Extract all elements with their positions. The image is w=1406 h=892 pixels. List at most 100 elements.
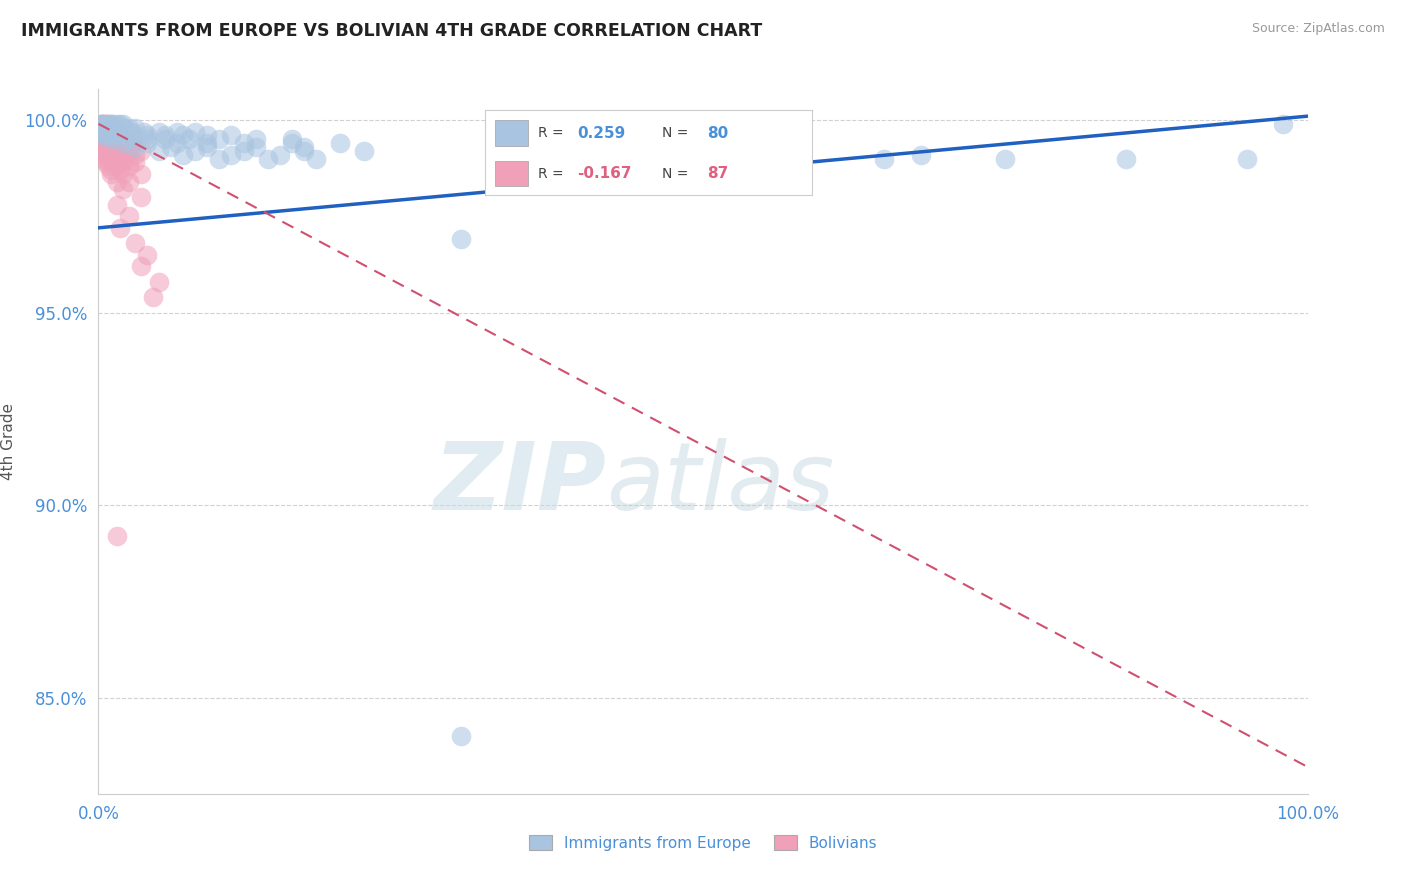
Point <box>100 132 122 146</box>
Text: IMMIGRANTS FROM EUROPE VS BOLIVIAN 4TH GRADE CORRELATION CHART: IMMIGRANTS FROM EUROPE VS BOLIVIAN 4TH G… <box>21 22 762 40</box>
Point <box>111 136 134 150</box>
Point <box>100 120 122 135</box>
Point <box>90 128 112 143</box>
Point <box>108 117 131 131</box>
Point <box>91 128 114 143</box>
Point <box>195 136 218 150</box>
Point <box>91 140 114 154</box>
Point <box>100 117 122 131</box>
Point <box>124 147 146 161</box>
Point <box>93 136 115 150</box>
Legend: Immigrants from Europe, Bolivians: Immigrants from Europe, Bolivians <box>523 829 883 856</box>
Point <box>105 124 128 138</box>
Point <box>118 144 141 158</box>
Point <box>103 120 125 135</box>
Point <box>94 124 117 138</box>
Point <box>90 128 112 143</box>
Point <box>91 144 114 158</box>
Point <box>101 155 124 169</box>
Point <box>94 117 117 131</box>
Point <box>101 144 124 158</box>
Point <box>135 136 157 150</box>
Point <box>129 167 152 181</box>
Point <box>91 120 114 135</box>
Point <box>269 147 291 161</box>
Point <box>114 136 136 150</box>
Point <box>96 144 118 158</box>
Point <box>97 159 120 173</box>
Point <box>108 144 131 158</box>
Point <box>789 147 811 161</box>
Point <box>101 124 124 138</box>
Point <box>103 120 125 135</box>
Point <box>100 117 122 131</box>
Point <box>160 140 183 154</box>
Text: ZIP: ZIP <box>433 438 606 530</box>
Point <box>108 163 131 178</box>
Point <box>104 132 127 146</box>
Point <box>94 128 117 143</box>
Point <box>232 136 254 150</box>
Point <box>994 152 1017 166</box>
Point <box>90 120 112 135</box>
Text: atlas: atlas <box>606 438 835 529</box>
Point <box>90 124 112 138</box>
Point <box>450 232 472 246</box>
Point <box>90 124 112 138</box>
Point <box>120 140 142 154</box>
Point <box>111 147 134 161</box>
Point <box>108 132 131 146</box>
Point <box>101 136 124 150</box>
Point <box>153 128 176 143</box>
Point <box>135 248 157 262</box>
Point <box>105 529 128 543</box>
Point <box>208 152 231 166</box>
Point <box>292 144 315 158</box>
Point <box>121 136 143 150</box>
Point <box>221 147 243 161</box>
Point <box>101 128 124 143</box>
Point <box>221 128 243 143</box>
Point <box>450 729 472 743</box>
Point <box>353 144 375 158</box>
Point <box>124 236 146 251</box>
Point <box>97 117 120 131</box>
Point <box>107 128 129 143</box>
Point <box>124 120 146 135</box>
Point <box>118 152 141 166</box>
Point <box>98 128 121 143</box>
Point <box>195 128 218 143</box>
Point <box>129 144 152 158</box>
Point <box>124 140 146 154</box>
Point <box>100 167 122 181</box>
Point <box>121 128 143 143</box>
Point <box>107 120 129 135</box>
Point <box>1236 152 1258 166</box>
Point <box>100 163 122 178</box>
Point <box>105 198 128 212</box>
Point <box>108 136 131 150</box>
Point <box>90 136 112 150</box>
Point <box>148 275 170 289</box>
Point <box>108 128 131 143</box>
Point <box>1272 117 1295 131</box>
Point <box>292 140 315 154</box>
Point <box>184 124 207 138</box>
Point <box>135 128 157 143</box>
Point <box>97 147 120 161</box>
Point <box>111 120 134 135</box>
Point <box>97 136 120 150</box>
Point <box>184 144 207 158</box>
Point <box>245 132 267 146</box>
Point <box>305 152 328 166</box>
Point <box>166 136 188 150</box>
Point <box>631 152 654 166</box>
Point <box>111 117 134 131</box>
Point <box>94 120 117 135</box>
Point <box>105 117 128 131</box>
Point <box>281 132 304 146</box>
Point <box>91 124 114 138</box>
Point <box>111 140 134 154</box>
Point <box>153 132 176 146</box>
Point <box>94 128 117 143</box>
